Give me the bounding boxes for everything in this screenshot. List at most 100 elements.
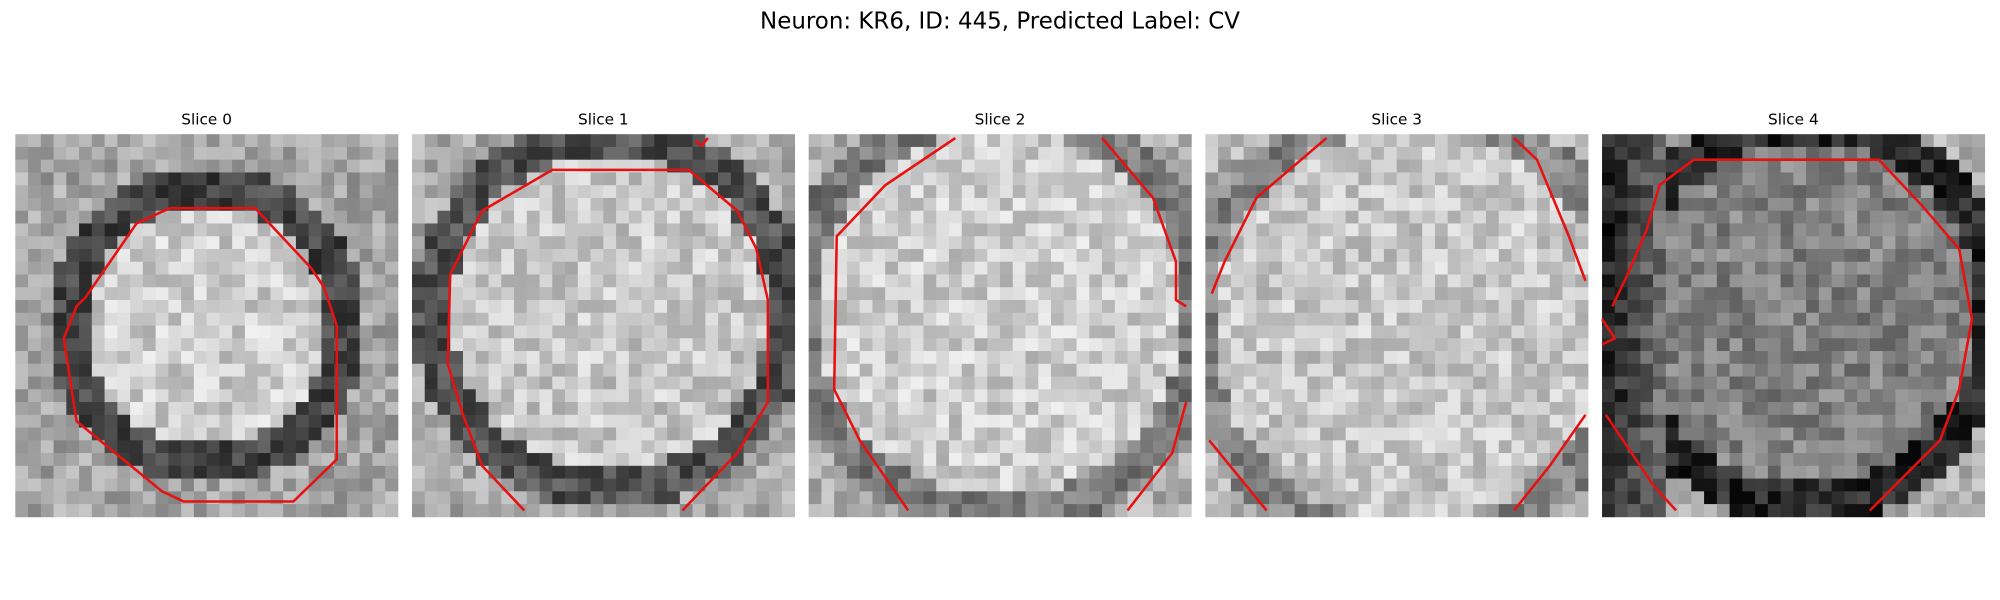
pixel	[1575, 427, 1589, 441]
pixel	[526, 414, 540, 428]
pixel	[1269, 172, 1283, 186]
pixel	[155, 478, 169, 492]
pixel	[1076, 300, 1090, 314]
pixel	[974, 351, 988, 365]
pixel	[1063, 274, 1077, 288]
pixel	[1127, 312, 1141, 326]
pixel	[974, 414, 988, 428]
pixel	[1908, 159, 1922, 173]
pixel	[1307, 465, 1321, 479]
pixel	[1678, 300, 1692, 314]
pixel	[1793, 312, 1807, 326]
pixel	[1716, 440, 1730, 454]
pixel	[1933, 338, 1947, 352]
pixel	[1281, 172, 1296, 186]
pixel	[1307, 427, 1321, 441]
pixel	[1755, 478, 1769, 492]
pixel	[1422, 389, 1436, 403]
pixel	[1549, 491, 1563, 505]
pixel	[1678, 338, 1692, 352]
pixel	[692, 325, 706, 339]
pixel	[1946, 248, 1960, 263]
pixel	[1307, 338, 1321, 352]
pixel	[424, 478, 438, 492]
pixel	[1627, 427, 1641, 441]
pixel	[526, 478, 540, 492]
pixel	[718, 236, 732, 250]
pixel	[1602, 248, 1616, 263]
pixel	[1536, 134, 1551, 148]
pixel	[1076, 274, 1090, 288]
pixel	[1063, 414, 1077, 428]
pixel	[142, 440, 156, 454]
pixel	[936, 491, 950, 505]
pixel	[1908, 402, 1922, 416]
pixel	[948, 440, 963, 454]
pixel	[1396, 414, 1410, 428]
pixel	[1844, 363, 1858, 377]
pixel	[769, 440, 783, 454]
pixel	[346, 453, 361, 467]
pixel	[923, 312, 937, 326]
pixel	[437, 274, 451, 288]
pixel	[910, 261, 924, 275]
pixel	[1153, 414, 1167, 428]
pixel	[1396, 389, 1410, 403]
pixel	[1767, 440, 1781, 454]
pixel	[1294, 287, 1308, 301]
pixel	[679, 478, 693, 492]
pixel	[1127, 236, 1141, 250]
pixel	[1269, 351, 1283, 365]
pixel	[974, 453, 988, 467]
pixel	[1256, 453, 1270, 467]
pixel	[28, 491, 42, 505]
pixel	[346, 210, 361, 224]
pixel	[1742, 427, 1756, 441]
pixel	[1165, 146, 1179, 161]
pixel	[1882, 300, 1896, 314]
pixel	[1665, 414, 1679, 428]
pixel	[168, 236, 182, 250]
pixel	[987, 389, 1001, 403]
microscopy-image	[808, 134, 1192, 518]
pixel	[1371, 146, 1385, 161]
pixel	[270, 402, 284, 416]
pixel	[1320, 236, 1334, 250]
pixel	[1218, 185, 1232, 199]
pixel	[1140, 287, 1154, 301]
pixel	[1447, 325, 1461, 339]
pixel	[1447, 197, 1461, 212]
pixel	[334, 159, 348, 173]
pixel	[1114, 465, 1128, 479]
pixel	[781, 312, 796, 326]
pixel	[1473, 134, 1487, 148]
pixel	[1294, 453, 1308, 467]
pixel	[1971, 351, 1986, 365]
pixel	[552, 389, 566, 403]
panel-title: Slice 0	[181, 111, 232, 129]
pixel	[808, 414, 822, 428]
pixel	[846, 185, 861, 199]
pixel	[859, 351, 873, 365]
pixel	[1000, 134, 1014, 148]
pixel	[1422, 185, 1436, 199]
pixel	[424, 491, 438, 505]
pixel	[590, 389, 604, 403]
pixel	[846, 287, 861, 301]
pixel	[130, 363, 144, 377]
pixel	[743, 223, 757, 237]
pixel	[641, 223, 655, 237]
pixel	[667, 338, 681, 352]
pixel	[590, 440, 604, 454]
pixel	[53, 504, 67, 518]
pixel	[539, 185, 553, 199]
pixel	[1396, 248, 1410, 263]
pixel	[130, 338, 144, 352]
pixel	[1089, 312, 1103, 326]
pixel	[1345, 197, 1359, 212]
pixel	[104, 312, 118, 326]
pixel	[1742, 325, 1756, 339]
pixel	[437, 223, 451, 237]
pixel	[1243, 146, 1257, 161]
pixel	[372, 312, 386, 326]
